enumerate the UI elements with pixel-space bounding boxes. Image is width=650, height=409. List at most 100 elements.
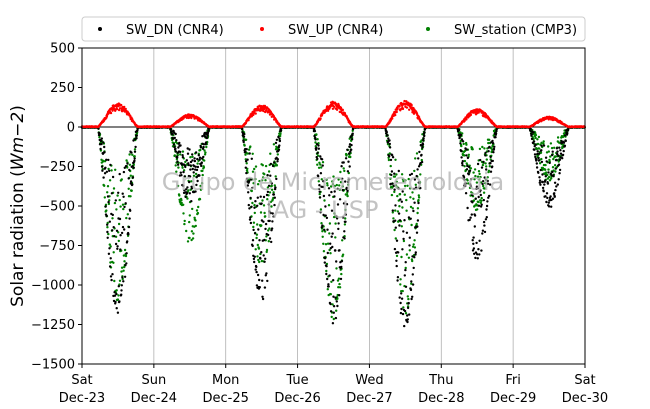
- data-point: [267, 229, 270, 232]
- data-point: [105, 214, 108, 218]
- data-point: [112, 226, 115, 229]
- data-point: [483, 224, 486, 227]
- data-point: [244, 166, 247, 169]
- data-point: [186, 240, 190, 243]
- data-point: [114, 199, 118, 202]
- data-point: [392, 184, 396, 187]
- data-point: [194, 168, 197, 171]
- data-point: [530, 133, 533, 136]
- data-point: [273, 196, 276, 199]
- data-point: [262, 204, 266, 207]
- data-point: [122, 170, 126, 174]
- data-point: [266, 198, 269, 201]
- data-point: [386, 134, 389, 137]
- data-point: [190, 238, 193, 242]
- data-point: [264, 274, 267, 277]
- data-point: [335, 215, 338, 218]
- data-point: [537, 159, 541, 162]
- data-point: [189, 168, 192, 171]
- data-point: [127, 187, 130, 190]
- data-point: [108, 243, 112, 246]
- data-point: [243, 132, 246, 136]
- data-point: [344, 220, 347, 223]
- data-point: [412, 243, 415, 246]
- data-point: [416, 211, 419, 215]
- data-point: [478, 172, 481, 176]
- data-point: [330, 315, 333, 319]
- data-point: [466, 206, 469, 210]
- data-point: [128, 217, 131, 220]
- data-point: [330, 280, 333, 283]
- data-point: [325, 216, 329, 220]
- data-point: [253, 211, 256, 215]
- data-point: [124, 202, 127, 205]
- data-point: [121, 225, 125, 229]
- data-point: [408, 313, 411, 316]
- data-point: [339, 181, 343, 184]
- data-point: [414, 251, 417, 254]
- data-point: [412, 209, 415, 213]
- data-point: [123, 248, 127, 252]
- data-point: [340, 165, 343, 168]
- data-point: [114, 242, 118, 246]
- data-point: [333, 190, 336, 193]
- data-point: [117, 239, 121, 243]
- data-point: [278, 137, 281, 140]
- data-point: [480, 249, 483, 252]
- data-point: [461, 164, 464, 167]
- data-point: [343, 237, 346, 240]
- data-point: [118, 217, 122, 221]
- data-point: [480, 166, 484, 169]
- data-point: [269, 174, 272, 177]
- data-point: [266, 279, 269, 283]
- data-point: [421, 143, 425, 146]
- data-point: [547, 171, 550, 174]
- data-point: [326, 184, 329, 187]
- data-point: [243, 144, 246, 147]
- data-point: [123, 275, 127, 278]
- data-point: [319, 117, 322, 120]
- data-point: [122, 207, 125, 211]
- data-point: [316, 157, 319, 161]
- data-point: [402, 239, 406, 243]
- data-point: [241, 128, 244, 131]
- data-point: [479, 181, 483, 184]
- data-point: [135, 137, 138, 140]
- data-point: [123, 205, 126, 209]
- data-point: [247, 148, 251, 151]
- data-point: [316, 163, 319, 166]
- data-point: [258, 278, 261, 282]
- data-point: [470, 213, 473, 216]
- data-point: [394, 226, 397, 229]
- data-point: [337, 104, 341, 107]
- data-point: [417, 198, 420, 202]
- data-point: [474, 251, 478, 254]
- data-point: [265, 235, 268, 238]
- data-point: [259, 211, 263, 214]
- data-point: [470, 178, 473, 181]
- data-point: [198, 174, 201, 177]
- data-point: [195, 209, 199, 212]
- data-point: [176, 163, 180, 166]
- data-point: [323, 199, 326, 202]
- data-point: [395, 173, 398, 176]
- data-point: [117, 285, 121, 288]
- data-point: [191, 207, 194, 211]
- data-point: [542, 140, 545, 143]
- data-point: [473, 204, 476, 207]
- data-point: [467, 153, 470, 156]
- data-point: [185, 229, 188, 233]
- data-point: [401, 312, 405, 316]
- data-point: [118, 172, 121, 176]
- data-point: [491, 139, 494, 143]
- data-point: [103, 172, 107, 175]
- data-point: [403, 193, 406, 196]
- data-point: [131, 176, 135, 179]
- data-point: [272, 215, 275, 218]
- data-point: [324, 214, 327, 217]
- data-point: [529, 127, 532, 131]
- data-point: [117, 222, 121, 226]
- data-point: [270, 188, 274, 191]
- data-point: [130, 189, 133, 192]
- data-point: [539, 183, 542, 186]
